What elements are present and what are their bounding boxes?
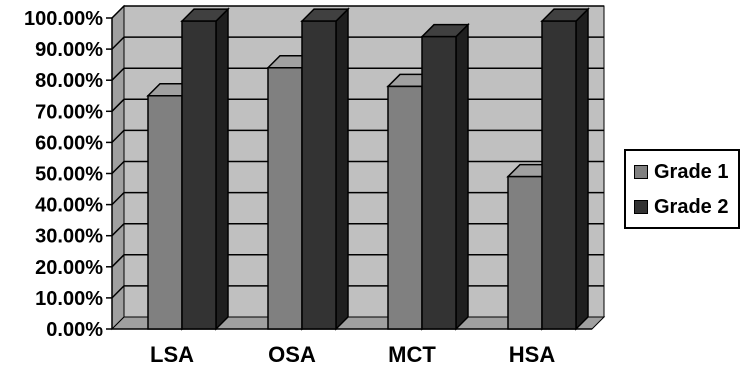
y-tick-label: 0.00% <box>46 319 103 341</box>
x-tick-label: LSA <box>150 342 194 367</box>
legend-item-grade-1: Grade 1 <box>634 160 728 184</box>
y-tick-label: 10.00% <box>35 288 103 310</box>
y-tick-label: 50.00% <box>35 164 103 186</box>
x-tick-label: HSA <box>509 342 556 367</box>
y-tick-label: 90.00% <box>35 39 103 61</box>
legend-item-grade-2: Grade 2 <box>634 195 728 219</box>
bar-lsa-grade-2-side <box>215 7 229 331</box>
legend: Grade 1 Grade 2 <box>624 149 740 229</box>
y-tick-label: 60.00% <box>35 132 103 154</box>
legend-swatch-grade-2 <box>634 200 648 214</box>
x-tick-label: MCT <box>388 342 436 367</box>
bar-osa-grade-2 <box>301 20 337 330</box>
bar-mct-grade-1 <box>387 85 423 330</box>
x-tick-label: OSA <box>268 342 316 367</box>
bar-hsa-grade-1 <box>507 175 543 330</box>
legend-swatch-grade-1 <box>634 165 648 179</box>
bar-hsa-grade-2 <box>541 20 577 330</box>
bar-lsa-grade-1 <box>147 95 183 330</box>
y-tick-label: 40.00% <box>35 195 103 217</box>
bar-hsa-grade-2-side <box>575 7 589 331</box>
y-tick-label: 70.00% <box>35 101 103 123</box>
bar-mct-grade-2 <box>421 35 457 330</box>
bar-osa-grade-1 <box>267 67 303 330</box>
y-tick-label: 80.00% <box>35 70 103 92</box>
y-tick-label: 30.00% <box>35 226 103 248</box>
legend-label-grade-1: Grade 1 <box>654 160 729 183</box>
y-tick-label: 20.00% <box>35 257 103 279</box>
gridline <box>111 5 604 19</box>
y-tick-label: 100.00% <box>24 8 103 30</box>
bar-osa-grade-2-side <box>335 7 349 331</box>
bar-lsa-grade-2 <box>181 20 217 330</box>
bar-mct-grade-2-side <box>455 22 469 331</box>
legend-label-grade-2: Grade 2 <box>654 195 729 218</box>
